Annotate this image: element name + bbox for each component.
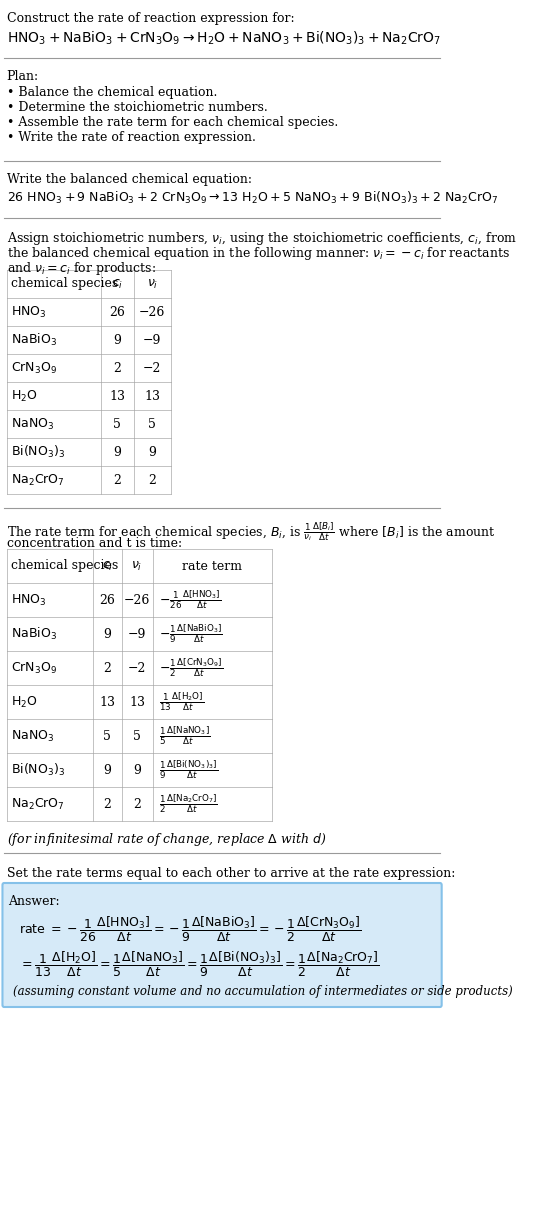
Text: $\mathrm{H_2O}$: $\mathrm{H_2O}$ xyxy=(11,389,38,403)
Text: the balanced chemical equation in the following manner: $\nu_i = -c_i$ for react: the balanced chemical equation in the fo… xyxy=(6,245,510,262)
Text: The rate term for each chemical species, $B_i$, is $\frac{1}{\nu_i}\frac{\Delta[: The rate term for each chemical species,… xyxy=(6,519,496,542)
Text: $\frac{1}{2}\frac{\Delta[\mathrm{Na_2CrO_7}]}{\Delta t}$: $\frac{1}{2}\frac{\Delta[\mathrm{Na_2CrO… xyxy=(159,792,218,815)
Text: $\frac{1}{9}\frac{\Delta[\mathrm{Bi(NO_3)_3}]}{\Delta t}$: $\frac{1}{9}\frac{\Delta[\mathrm{Bi(NO_3… xyxy=(159,759,219,782)
Text: $\mathrm{CrN_3O_9}$: $\mathrm{CrN_3O_9}$ xyxy=(11,360,57,376)
Text: Assign stoichiometric numbers, $\nu_i$, using the stoichiometric coefficients, $: Assign stoichiometric numbers, $\nu_i$, … xyxy=(6,230,517,246)
FancyBboxPatch shape xyxy=(3,883,441,1007)
Text: rate term: rate term xyxy=(182,559,242,573)
Text: 13: 13 xyxy=(109,389,126,402)
Text: 2: 2 xyxy=(103,797,111,811)
Text: • Write the rate of reaction expression.: • Write the rate of reaction expression. xyxy=(6,130,255,144)
Text: −26: −26 xyxy=(139,306,166,319)
Text: 2: 2 xyxy=(103,662,111,674)
Text: $\mathrm{CrN_3O_9}$: $\mathrm{CrN_3O_9}$ xyxy=(11,661,57,675)
Text: $\mathrm{Bi(NO_3)_3}$: $\mathrm{Bi(NO_3)_3}$ xyxy=(11,445,65,460)
Text: (assuming constant volume and no accumulation of intermediates or side products): (assuming constant volume and no accumul… xyxy=(13,985,513,998)
Text: 5: 5 xyxy=(148,418,156,430)
Text: 13: 13 xyxy=(144,389,160,402)
Text: $\mathrm{Na_2CrO_7}$: $\mathrm{Na_2CrO_7}$ xyxy=(11,472,65,488)
Text: 5: 5 xyxy=(103,730,111,743)
Text: $= \dfrac{1}{13}\dfrac{\Delta[\mathrm{H_2O}]}{\Delta t}= \dfrac{1}{5}\dfrac{\Del: $= \dfrac{1}{13}\dfrac{\Delta[\mathrm{H_… xyxy=(19,949,380,978)
Text: $\mathrm{HNO_3}$: $\mathrm{HNO_3}$ xyxy=(11,592,47,608)
Text: $\frac{1}{13}\frac{\Delta[\mathrm{H_2O}]}{\Delta t}$: $\frac{1}{13}\frac{\Delta[\mathrm{H_2O}]… xyxy=(159,691,204,714)
Text: • Determine the stoichiometric numbers.: • Determine the stoichiometric numbers. xyxy=(6,101,267,114)
Text: $\mathrm{NaBiO_3}$: $\mathrm{NaBiO_3}$ xyxy=(11,626,57,641)
Text: 9: 9 xyxy=(103,763,111,777)
Text: and $\nu_i = c_i$ for products:: and $\nu_i = c_i$ for products: xyxy=(6,260,156,277)
Text: $\nu_i$: $\nu_i$ xyxy=(147,278,158,291)
Text: $-\frac{1}{26}\frac{\Delta[\mathrm{HNO_3}]}{\Delta t}$: $-\frac{1}{26}\frac{\Delta[\mathrm{HNO_3… xyxy=(159,588,221,611)
Text: • Balance the chemical equation.: • Balance the chemical equation. xyxy=(6,86,217,99)
Text: 5: 5 xyxy=(114,418,121,430)
Text: chemical species: chemical species xyxy=(11,559,118,573)
Text: 9: 9 xyxy=(114,333,121,347)
Text: $\nu_i$: $\nu_i$ xyxy=(131,559,143,573)
Text: $c_i$: $c_i$ xyxy=(102,559,113,573)
Text: 13: 13 xyxy=(129,696,145,709)
Text: 13: 13 xyxy=(99,696,115,709)
Text: 2: 2 xyxy=(133,797,141,811)
Text: 9: 9 xyxy=(103,627,111,640)
Text: 9: 9 xyxy=(148,446,156,459)
Text: concentration and t is time:: concentration and t is time: xyxy=(6,538,182,550)
Text: rate $= -\dfrac{1}{26}\dfrac{\Delta[\mathrm{HNO_3}]}{\Delta t}= -\dfrac{1}{9}\df: rate $= -\dfrac{1}{26}\dfrac{\Delta[\mat… xyxy=(19,914,361,943)
Text: $\mathrm{Na_2CrO_7}$: $\mathrm{Na_2CrO_7}$ xyxy=(11,796,65,812)
Text: 5: 5 xyxy=(133,730,141,743)
Text: Set the rate terms equal to each other to arrive at the rate expression:: Set the rate terms equal to each other t… xyxy=(6,867,455,879)
Text: $\mathrm{Bi(NO_3)_3}$: $\mathrm{Bi(NO_3)_3}$ xyxy=(11,762,65,778)
Text: $\mathrm{26\ HNO_3 + 9\ NaBiO_3 + 2\ CrN_3O_9 \rightarrow 13\ H_2O + 5\ NaNO_3 +: $\mathrm{26\ HNO_3 + 9\ NaBiO_3 + 2\ CrN… xyxy=(6,190,498,207)
Text: $c_i$: $c_i$ xyxy=(112,278,123,291)
Text: 26: 26 xyxy=(109,306,126,319)
Text: Plan:: Plan: xyxy=(6,70,39,83)
Text: 9: 9 xyxy=(133,763,141,777)
Text: 2: 2 xyxy=(114,474,121,487)
Text: Answer:: Answer: xyxy=(8,895,60,908)
Text: $\mathrm{NaNO_3}$: $\mathrm{NaNO_3}$ xyxy=(11,417,55,431)
Text: −2: −2 xyxy=(143,361,161,374)
Text: $-\frac{1}{9}\frac{\Delta[\mathrm{NaBiO_3}]}{\Delta t}$: $-\frac{1}{9}\frac{\Delta[\mathrm{NaBiO_… xyxy=(159,622,223,645)
Text: Construct the rate of reaction expression for:: Construct the rate of reaction expressio… xyxy=(6,12,294,25)
Text: $\mathrm{HNO_3}$: $\mathrm{HNO_3}$ xyxy=(11,304,47,320)
Text: −9: −9 xyxy=(143,333,161,347)
Text: −26: −26 xyxy=(124,593,150,606)
Text: 26: 26 xyxy=(99,593,115,606)
Text: $\mathrm{NaNO_3}$: $\mathrm{NaNO_3}$ xyxy=(11,728,55,744)
Text: • Assemble the rate term for each chemical species.: • Assemble the rate term for each chemic… xyxy=(6,116,338,129)
Text: −2: −2 xyxy=(128,662,146,674)
Text: −9: −9 xyxy=(128,627,146,640)
Text: Write the balanced chemical equation:: Write the balanced chemical equation: xyxy=(6,173,252,186)
Text: 2: 2 xyxy=(148,474,156,487)
Text: chemical species: chemical species xyxy=(11,278,118,290)
Text: 2: 2 xyxy=(114,361,121,374)
Text: $\mathrm{HNO_3 + NaBiO_3 + CrN_3O_9 \rightarrow H_2O + NaNO_3 + Bi(NO_3)_3 + Na_: $\mathrm{HNO_3 + NaBiO_3 + CrN_3O_9 \rig… xyxy=(6,30,440,47)
Text: 9: 9 xyxy=(114,446,121,459)
Text: $-\frac{1}{2}\frac{\Delta[\mathrm{CrN_3O_9}]}{\Delta t}$: $-\frac{1}{2}\frac{\Delta[\mathrm{CrN_3O… xyxy=(159,657,223,679)
Text: $\mathrm{H_2O}$: $\mathrm{H_2O}$ xyxy=(11,695,38,709)
Text: $\frac{1}{5}\frac{\Delta[\mathrm{NaNO_3}]}{\Delta t}$: $\frac{1}{5}\frac{\Delta[\mathrm{NaNO_3}… xyxy=(159,725,211,748)
Text: $\mathrm{NaBiO_3}$: $\mathrm{NaBiO_3}$ xyxy=(11,332,57,348)
Text: (for infinitesimal rate of change, replace $\Delta$ with $d$): (for infinitesimal rate of change, repla… xyxy=(6,831,326,848)
